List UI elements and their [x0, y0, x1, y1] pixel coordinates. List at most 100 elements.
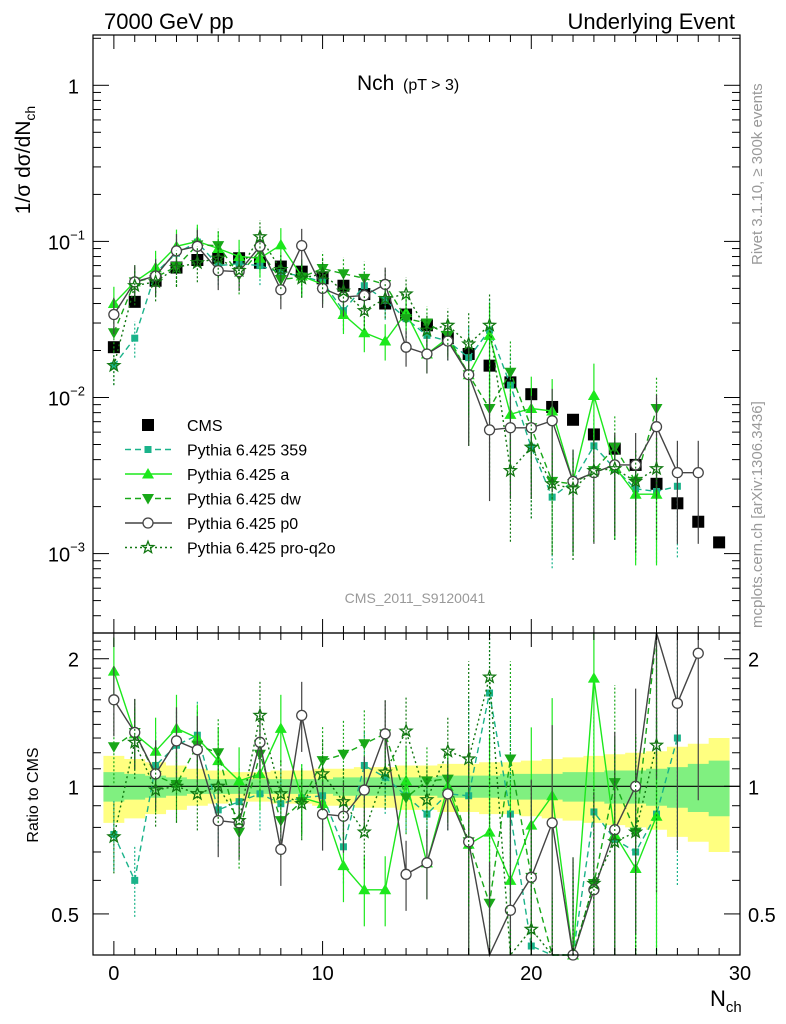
main-point	[692, 467, 704, 479]
x-tick-label: 10	[311, 963, 333, 985]
main-point	[586, 462, 602, 478]
main-point	[400, 314, 413, 325]
main-point	[546, 415, 558, 427]
main-point	[650, 421, 663, 433]
main-point	[483, 424, 496, 436]
ratio-point	[275, 843, 287, 856]
ratio-point	[107, 742, 120, 753]
main-point	[713, 536, 726, 549]
main-point	[504, 422, 517, 434]
ratio-point	[210, 778, 226, 793]
svg-text:Nch: Nch	[710, 986, 742, 1016]
ratio-panel	[106, 632, 704, 961]
main-point	[423, 331, 431, 339]
main-panel	[106, 220, 726, 569]
ratio-point	[504, 754, 517, 766]
main-point	[502, 462, 519, 478]
ratio-point	[546, 817, 558, 829]
main-point	[128, 295, 141, 308]
legend-marker	[144, 446, 152, 453]
legend-label: Pythia 6.425 a	[187, 467, 289, 484]
analysis-watermark: CMS_2011_S9120041	[345, 590, 486, 606]
ratio-y-tick-label-right: 1	[748, 777, 759, 799]
ratio-point	[110, 830, 118, 838]
legend-entry-0: CMS	[142, 418, 223, 435]
svg-text:Nch: Nch	[357, 72, 394, 95]
main-point	[671, 467, 684, 479]
legend-label: Pythia 6.425 359	[187, 443, 307, 460]
legend: CMS Pythia 6.425 359 Pythia 6.425 a Pythia …	[125, 418, 336, 558]
main-point	[398, 285, 414, 301]
main-point	[126, 277, 143, 293]
main-point	[273, 261, 289, 277]
svg-text:1/σ dσ/dNch: 1/σ dσ/dNch	[12, 106, 38, 214]
legend-label: CMS	[187, 418, 223, 435]
main-point	[212, 241, 225, 252]
main-ylabel: 1/σ dσ/dNch	[12, 106, 38, 214]
main-point	[110, 362, 118, 370]
legend-label: Pythia 6.425 dw	[187, 492, 301, 509]
ratio-point	[335, 793, 352, 809]
ratio-point	[423, 810, 431, 818]
ratio-ylabel: Ratio to CMS	[25, 747, 42, 842]
main-point	[147, 273, 164, 289]
ratio-y-tick-label-right: 0.5	[748, 905, 776, 927]
legend-entry-3: Pythia 6.425 dw	[125, 492, 301, 509]
ratio-point	[126, 734, 143, 749]
main-point	[356, 302, 372, 318]
main-point	[212, 264, 224, 277]
main-point	[358, 289, 370, 302]
main-point	[567, 413, 580, 426]
legend-entry-1: Pythia 6.425 359	[125, 443, 307, 460]
x-tick-label: 0	[108, 963, 119, 985]
main-point	[335, 283, 352, 298]
ratio-point	[400, 868, 412, 880]
x-tick-label: 20	[520, 963, 542, 985]
ratio-point	[337, 859, 350, 871]
main-point	[358, 326, 371, 338]
ratio-point	[316, 808, 329, 820]
main-point	[252, 228, 268, 244]
ratio-point	[627, 824, 644, 839]
y-tick-label: 10−3	[48, 540, 85, 567]
rivet-label: Rivet 3.1.10, ≥ 300k events	[749, 83, 766, 265]
ratio-point	[358, 883, 371, 895]
ratio-point	[170, 735, 183, 747]
ratio-point	[168, 778, 185, 793]
ratio-point	[358, 739, 371, 750]
ratio-point	[191, 744, 204, 756]
main-point	[587, 389, 600, 400]
main-point	[295, 272, 308, 284]
ratio-point	[400, 774, 413, 786]
ratio-point	[440, 743, 456, 758]
main-point	[440, 317, 456, 332]
mcplots-label: mcplots.cern.ch [arXiv:1306.3436]	[749, 401, 766, 628]
x-axis-label: Nch	[710, 986, 742, 1016]
ratio-point	[400, 793, 413, 804]
ratio-band-green	[103, 760, 730, 817]
main-point	[191, 240, 204, 252]
main-point	[419, 322, 435, 337]
main-point	[377, 290, 393, 306]
ratio-point	[147, 781, 164, 797]
main-point	[461, 335, 477, 351]
ratio-point	[106, 828, 122, 844]
main-series-line	[113, 241, 678, 499]
ratio-point	[379, 728, 391, 740]
legend-entry-4: Pythia 6.425 p0	[125, 516, 298, 533]
main-point	[525, 422, 537, 434]
ratio-point	[607, 833, 623, 849]
ratio-point	[189, 785, 206, 801]
y-tick-label: 10−1	[48, 227, 85, 254]
ratio-point	[273, 785, 289, 801]
main-point	[168, 259, 185, 275]
main-point	[314, 265, 331, 281]
ratio-point	[483, 826, 496, 837]
main-point	[627, 473, 644, 488]
ratio-point	[586, 875, 602, 890]
main-point	[544, 475, 560, 491]
ratio-bands	[93, 738, 740, 852]
ratio-series-line	[113, 692, 679, 956]
main-point	[274, 238, 287, 250]
